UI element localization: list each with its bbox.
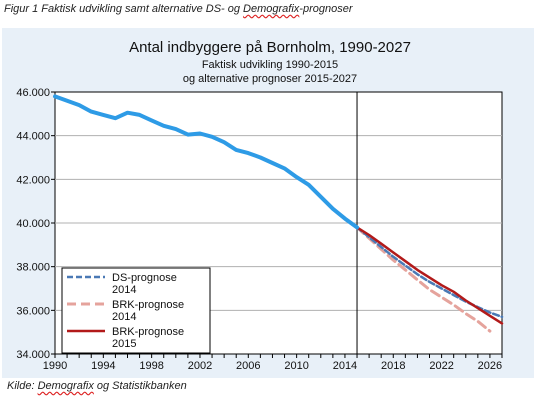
x-tick-label: 2010 <box>284 360 308 372</box>
figure-source: Kilde: Demografix og Statistikbanken <box>7 380 187 392</box>
legend-label-year: 2014 <box>112 284 136 296</box>
x-tick-label: 2022 <box>429 360 453 372</box>
source-suffix: og Statistikbanken <box>93 380 187 392</box>
x-tick-label: 1998 <box>139 360 163 372</box>
y-tick-label: 46.000 <box>16 87 50 99</box>
series-line-brk_2014 <box>355 225 492 333</box>
legend-label-year: 2015 <box>112 338 136 350</box>
x-tick-label: 2006 <box>236 360 260 372</box>
x-tick-label: 2002 <box>188 360 212 372</box>
chart-title: Antal indbyggere på Bornholm, 1990-2027 <box>129 39 411 56</box>
y-tick-label: 42.000 <box>16 174 50 186</box>
x-tick-label: 1994 <box>91 360 115 372</box>
figure-caption: Figur 1 Faktisk udvikling samt alternati… <box>4 3 353 15</box>
legend-label: BRK-prognose <box>112 326 184 338</box>
source-underlined: Demografix <box>37 380 94 392</box>
x-tick-label: 2014 <box>333 360 357 372</box>
x-tick-label: 2026 <box>478 360 502 372</box>
x-tick-label: 2018 <box>381 360 405 372</box>
source-prefix: Kilde: <box>7 380 38 392</box>
series-line-actual <box>53 94 359 230</box>
legend-label-year: 2014 <box>112 311 136 323</box>
population-chart: 34.000 36.000 38.000 40.000 42.000 44.000 46.0… <box>16 39 504 372</box>
caption-prefix: Figur 1 Faktisk udvikling samt alternati… <box>4 3 244 15</box>
caption-suffix: -prognoser <box>299 3 353 15</box>
legend-label: DS-prognose <box>112 272 177 284</box>
y-tick-label: 44.000 <box>16 131 50 143</box>
chart-subtitle-line1: Faktisk udvikling 1990-2015 <box>202 59 338 71</box>
x-tick-label: 1990 <box>43 360 67 372</box>
legend-label: BRK-prognose <box>112 299 184 311</box>
legend-box <box>61 267 211 354</box>
series-line-brk_2015 <box>355 226 504 325</box>
y-tick-label: 36.000 <box>16 305 50 317</box>
y-tick-label: 34.000 <box>16 349 50 361</box>
y-tick-label: 38.000 <box>16 262 50 274</box>
chart-subtitle-line2: og alternative prognoser 2015-2027 <box>183 73 357 85</box>
chart-frame: 34.000 36.000 38.000 40.000 42.000 44.000 46.0… <box>2 28 534 378</box>
caption-underlined: Demografix <box>243 3 300 15</box>
y-tick-label: 40.000 <box>16 218 50 230</box>
